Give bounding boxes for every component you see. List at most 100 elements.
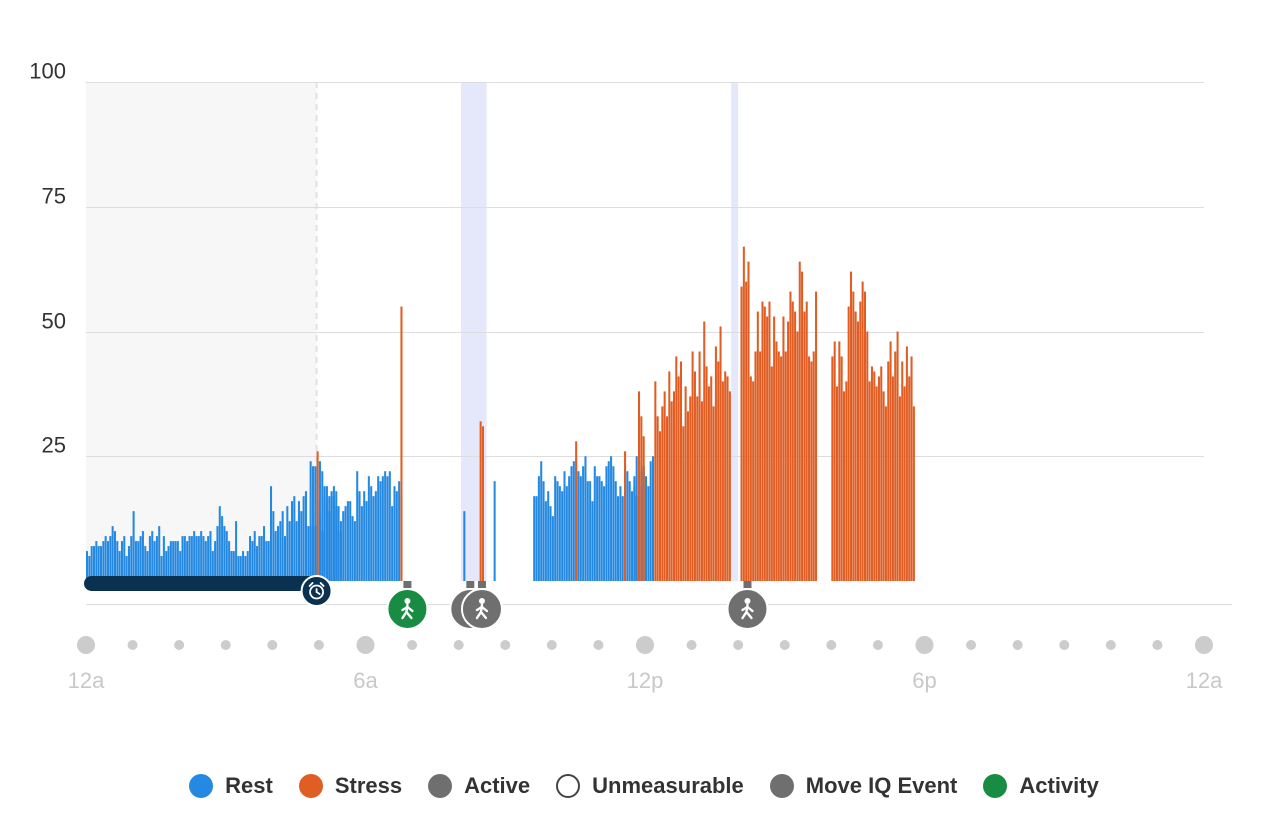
bar-stress <box>665 416 669 581</box>
alarm-clock-icon[interactable] <box>300 575 333 607</box>
bar-stress <box>668 371 671 581</box>
bar-rest <box>160 556 163 581</box>
bar-rest <box>127 546 130 581</box>
bar-rest <box>605 466 608 581</box>
bar-rest <box>120 541 123 581</box>
bar-rest <box>558 486 561 581</box>
sleep-duration-bar[interactable] <box>84 576 317 591</box>
bar-rest <box>200 531 203 581</box>
bar-rest <box>325 501 328 581</box>
bar-stress <box>849 271 853 581</box>
bar-rest <box>97 546 100 581</box>
legend-item-rest[interactable]: Rest <box>189 773 273 799</box>
bar-rest <box>617 496 620 581</box>
x-tick-label: 6a <box>353 668 378 693</box>
bar-stress <box>847 306 850 581</box>
marker-tick <box>403 581 412 588</box>
walking-icon[interactable] <box>386 581 429 630</box>
bar-rest <box>619 486 622 581</box>
bar-rest <box>337 506 340 581</box>
legend-dot-active <box>428 774 453 798</box>
legend-item-move-iq[interactable]: Move IQ Event <box>769 773 958 799</box>
bar-rest <box>647 486 650 581</box>
bar-rest <box>302 496 305 581</box>
bar-rest <box>270 486 273 581</box>
bar-rest <box>251 541 254 581</box>
bar-rest <box>214 541 217 581</box>
bar-rest <box>90 546 93 581</box>
bar-stress <box>877 376 880 581</box>
bar-rest <box>230 551 233 581</box>
bar-rest <box>246 551 249 581</box>
activity-band <box>731 82 739 581</box>
bar-stress <box>712 406 715 581</box>
bar-rest <box>176 541 179 581</box>
bar-stress <box>835 386 839 581</box>
bar-stress <box>656 416 659 581</box>
bar-rest <box>540 461 543 581</box>
bar-rest <box>165 551 168 581</box>
bar-stress <box>833 341 836 581</box>
bar-stress <box>775 341 778 581</box>
legend-item-activity[interactable]: Activity <box>983 773 1099 799</box>
bar-stress <box>784 351 787 581</box>
bar-rest <box>286 506 289 581</box>
bar-rest <box>288 521 291 581</box>
bar-stress <box>661 406 664 581</box>
x-axis-major-dot <box>77 636 95 654</box>
bar-rest <box>386 476 389 581</box>
bar-rest <box>221 516 224 581</box>
bar-stress <box>724 371 727 581</box>
bar-rest <box>207 536 210 581</box>
bar-rest <box>272 511 275 581</box>
bar-stress <box>854 311 857 581</box>
bar-stress <box>663 391 666 581</box>
walking-icon[interactable] <box>460 581 503 630</box>
bar-stress <box>479 421 482 581</box>
bar-stress <box>770 366 773 581</box>
x-axis-minor-dot <box>1059 640 1070 650</box>
bar-stress <box>908 376 911 581</box>
bar-rest <box>612 466 615 581</box>
bar-stress <box>754 351 757 581</box>
bar-stress <box>868 381 871 581</box>
bar-rest <box>577 471 580 581</box>
bar-stress <box>815 291 818 581</box>
bar-rest <box>293 496 296 581</box>
bar-stress <box>689 396 692 581</box>
bar-rest <box>365 501 368 581</box>
bar-rest <box>265 541 268 581</box>
sleep-bar <box>84 576 317 591</box>
bar-rest <box>395 491 398 581</box>
bar-stress <box>686 411 689 581</box>
bar-rest <box>645 476 648 581</box>
legend-item-stress[interactable]: Stress <box>298 773 402 799</box>
bar-rest <box>584 456 587 581</box>
walker-body <box>401 603 414 620</box>
bar-rest <box>635 456 638 581</box>
bar-stress <box>791 301 794 581</box>
bar-stress <box>777 351 780 581</box>
event-markers <box>300 575 769 630</box>
bar-rest <box>321 471 324 581</box>
bar-rest <box>561 491 564 581</box>
bar-stress <box>642 436 645 581</box>
legend-item-active[interactable]: Active <box>428 773 530 799</box>
bar-rest <box>244 556 247 581</box>
y-tick-label: 50 <box>42 309 66 334</box>
bar-rest <box>570 466 573 581</box>
walking-icon[interactable] <box>726 581 769 630</box>
bar-rest <box>151 531 154 581</box>
bar-rest <box>388 471 391 581</box>
bar-rest <box>109 536 112 581</box>
bar-rest <box>544 501 547 581</box>
walker-head <box>744 598 751 604</box>
bar-stress <box>691 351 694 581</box>
legend-label: Move IQ Event <box>805 773 958 798</box>
bar-rest <box>367 476 370 581</box>
bar-rest <box>351 516 354 581</box>
bar-stress <box>861 281 864 581</box>
bar-rest <box>193 531 196 581</box>
bar-rest <box>102 541 105 581</box>
legend-item-unmeasurable[interactable]: Unmeasurable <box>556 773 744 799</box>
